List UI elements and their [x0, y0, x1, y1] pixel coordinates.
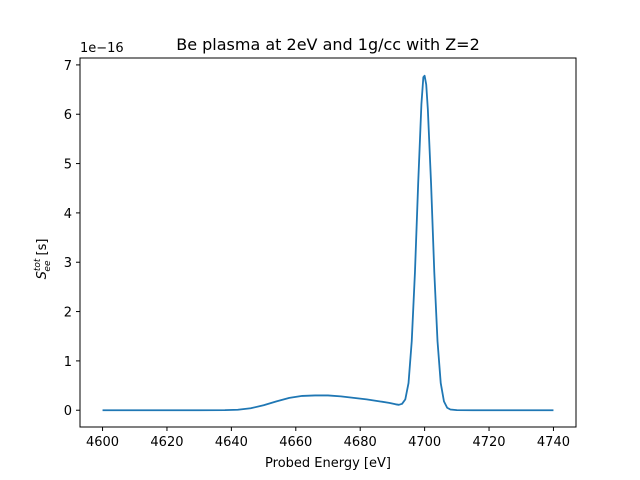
y-tick-label: 1 — [64, 355, 72, 370]
x-tick-label: 4620 — [150, 435, 183, 450]
y-tick-label: 4 — [64, 207, 72, 222]
series-line-0 — [102, 74, 554, 412]
y-axis-scale-label: 1e−16 — [80, 41, 124, 56]
y-tick-label: 5 — [64, 158, 72, 173]
chart-title: Be plasma at 2eV and 1g/cc with Z=2 — [176, 35, 480, 54]
x-tick-label: 4720 — [472, 435, 505, 450]
y-axis-ticks: 0 1 2 3 4 5 6 7 — [64, 59, 80, 419]
y-axis-label: Stotee[s] — [33, 239, 53, 280]
y-tick-label: 3 — [64, 256, 72, 271]
x-tick-label: 4640 — [215, 435, 248, 450]
x-tick-label: 4680 — [344, 435, 377, 450]
x-tick-label: 4740 — [537, 435, 570, 450]
y-tick-label: 7 — [64, 59, 72, 74]
y-tick-label: 0 — [64, 404, 72, 419]
x-axis-ticks: 4600 4620 4640 4660 4680 4700 4720 4740 — [86, 427, 570, 450]
x-axis-label: Probed Energy [eV] — [265, 456, 391, 471]
y-tick-label: 2 — [64, 306, 72, 321]
axes-frame — [79, 57, 577, 428]
x-tick-label: 4660 — [279, 435, 312, 450]
x-tick-label: 4600 — [86, 435, 119, 450]
x-tick-label: 4700 — [408, 435, 441, 450]
y-tick-label: 6 — [64, 108, 72, 123]
plot-area — [102, 74, 554, 412]
